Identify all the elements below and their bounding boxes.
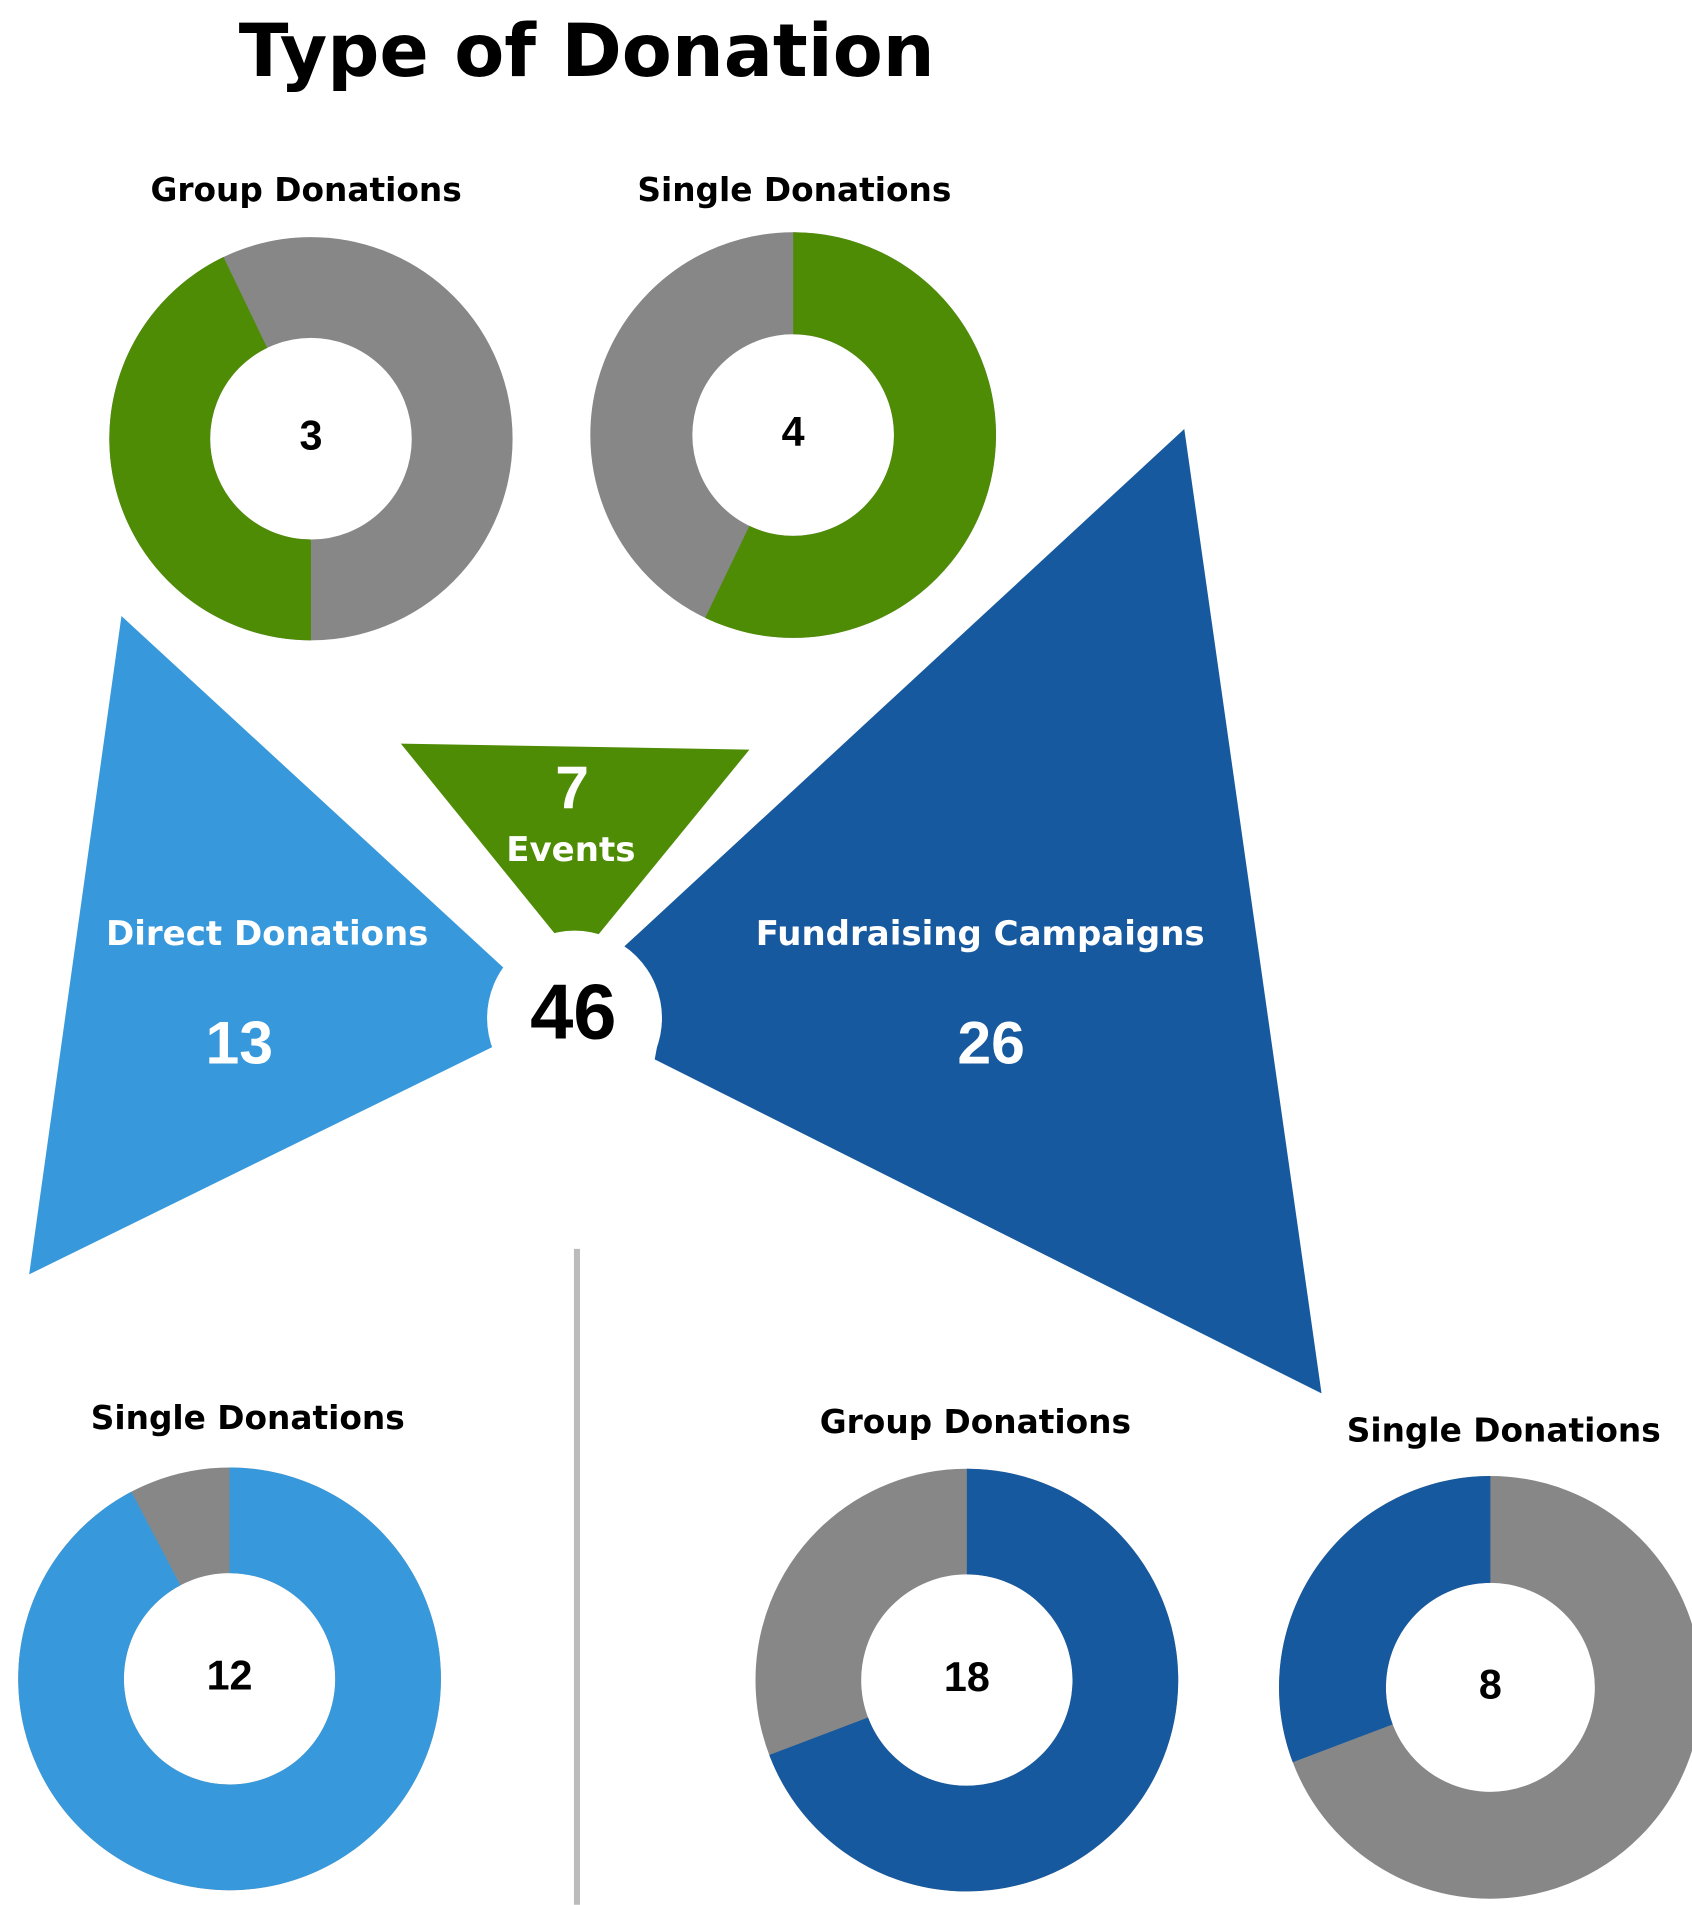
fundraising-shape [624, 428, 1322, 1394]
total: 46 [530, 970, 616, 1056]
fundraising-value: 26 [957, 1008, 1025, 1076]
donut-segment [705, 232, 997, 638]
donut-title: Group Donations [150, 171, 461, 209]
donut-title: Group Donations [820, 1403, 1131, 1441]
donut-segment [18, 1467, 441, 1891]
direct-label: Direct Donations [106, 914, 428, 954]
donut-title: Single Donations [1347, 1411, 1661, 1449]
events-shape [400, 743, 750, 936]
donut-value: 18 [944, 1654, 990, 1700]
donut-value: 8 [1479, 1661, 1502, 1707]
donut-value: 12 [207, 1653, 253, 1699]
direct-value: 13 [206, 1008, 274, 1076]
donut-segment [769, 1468, 1179, 1892]
donut-value: 3 [299, 413, 322, 459]
center-circle [487, 930, 662, 1106]
donut-value: 4 [782, 409, 805, 455]
donut-segment [109, 257, 311, 641]
title: Type of Donation [239, 9, 935, 94]
fundraising-label: Fundraising Campaigns [756, 914, 1205, 954]
donut-title: Single Donations [637, 171, 951, 209]
direct-shape [29, 616, 505, 1275]
events-value: 7 [555, 753, 589, 821]
donut-title: Single Donations [91, 1399, 405, 1437]
donut-segment [1279, 1476, 1491, 1763]
events-label: Events [506, 830, 635, 870]
